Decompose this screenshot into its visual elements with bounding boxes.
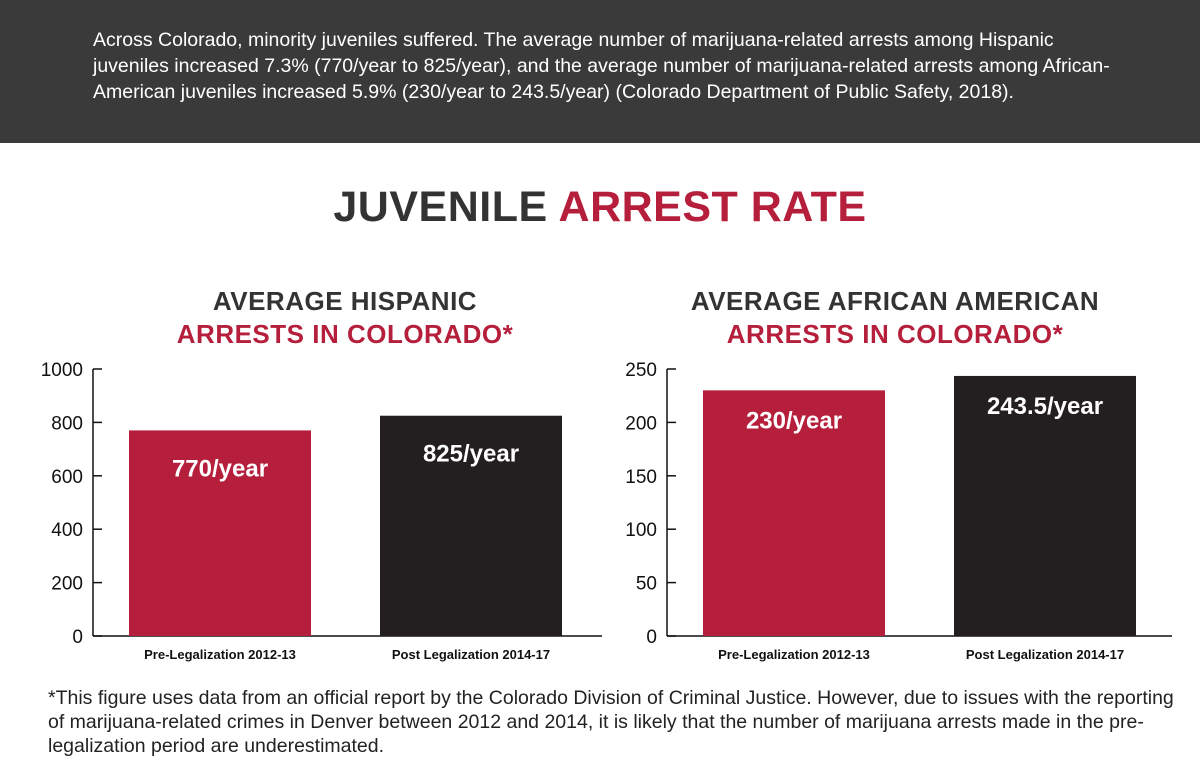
hispanic-y-tick-label: 600 xyxy=(51,467,83,488)
african-american-y-tick-label: 150 xyxy=(625,467,657,488)
hispanic-data-label-pre: 770/year xyxy=(172,455,268,482)
african-american-category-label: Post Legalization 2014-17 xyxy=(966,647,1124,662)
hispanic-y-tick-label: 800 xyxy=(51,413,83,434)
top-banner: Across Colorado, minority juveniles suff… xyxy=(0,0,1200,143)
african-american-bar-post xyxy=(954,375,1136,636)
african-american-y-tick-label: 50 xyxy=(636,574,657,595)
hispanic-bar-pre xyxy=(129,430,311,636)
african-american-y-tick-label: 200 xyxy=(625,413,657,434)
main-title-part2: ARREST RATE xyxy=(558,183,867,231)
hispanic-y-tick-label: 1000 xyxy=(41,360,83,381)
hispanic-category-label: Post Legalization 2014-17 xyxy=(392,647,550,662)
hispanic-chart-title-line2: ARRESTS IN COLORADO* xyxy=(176,319,514,349)
hispanic-y-tick-label: 400 xyxy=(51,520,83,541)
hispanic-category-label: Pre-Legalization 2012-13 xyxy=(144,647,296,662)
african-american-data-label-pre: 230/year xyxy=(746,407,842,434)
african-american-chart-title: AVERAGE AFRICAN AMERICAN ARRESTS IN COLO… xyxy=(610,285,1180,351)
hispanic-data-label-post: 825/year xyxy=(423,441,519,468)
african-american-y-tick-label: 250 xyxy=(625,360,657,381)
hispanic-y-tick-label: 0 xyxy=(72,627,83,648)
main-title: JUVENILE ARREST RATE xyxy=(0,183,1200,232)
african-american-bar-pre xyxy=(703,390,885,636)
main-title-part1: JUVENILE xyxy=(333,183,548,231)
african-american-chart-title-line2: ARRESTS IN COLORADO* xyxy=(726,319,1064,349)
hispanic-chart-title: AVERAGE HISPANIC ARRESTS IN COLORADO* xyxy=(60,285,630,351)
african-american-y-tick-label: 0 xyxy=(646,627,657,648)
hispanic-bar-post xyxy=(380,415,562,636)
banner-text: Across Colorado, minority juveniles suff… xyxy=(93,29,1110,103)
african-american-chart-title-line1: AVERAGE AFRICAN AMERICAN xyxy=(690,286,1100,316)
hispanic-y-tick-label: 200 xyxy=(51,574,83,595)
hispanic-chart-title-line1: AVERAGE HISPANIC xyxy=(212,286,478,316)
african-american-data-label-post: 243.5/year xyxy=(987,393,1103,420)
african-american-y-tick-label: 100 xyxy=(625,520,657,541)
african-american-category-label: Pre-Legalization 2012-13 xyxy=(718,647,870,662)
footnote: *This figure uses data from an official … xyxy=(48,687,1174,757)
